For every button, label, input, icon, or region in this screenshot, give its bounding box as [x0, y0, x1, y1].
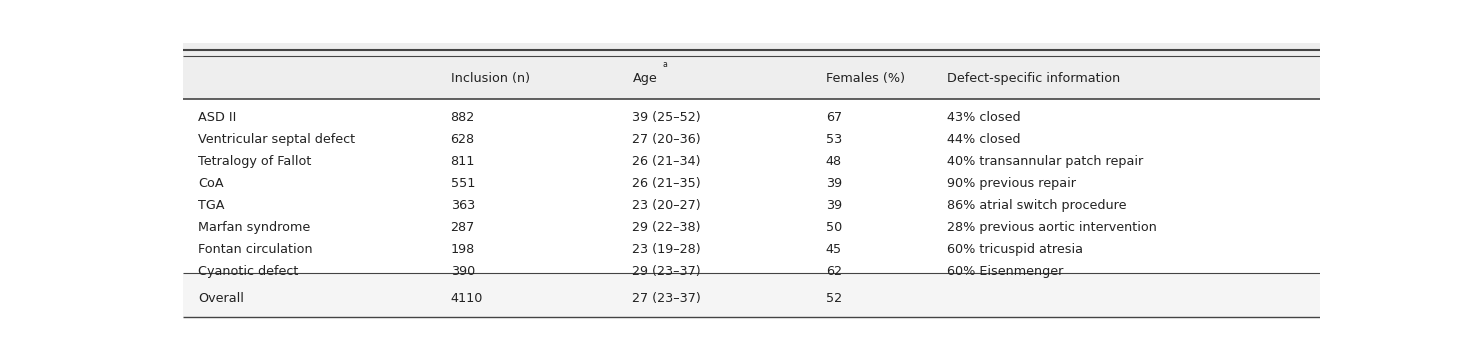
Text: 60% tricuspid atresia: 60% tricuspid atresia	[948, 243, 1084, 256]
Text: 48: 48	[826, 155, 842, 168]
Text: 28% previous aortic intervention: 28% previous aortic intervention	[948, 221, 1157, 234]
Text: 50: 50	[826, 221, 842, 234]
Text: 26 (21–34): 26 (21–34)	[632, 155, 701, 168]
Text: 390: 390	[450, 265, 475, 278]
Text: 53: 53	[826, 133, 842, 146]
Text: 86% atrial switch procedure: 86% atrial switch procedure	[948, 199, 1127, 212]
Text: Defect-specific information: Defect-specific information	[948, 72, 1121, 85]
Text: a: a	[662, 60, 667, 70]
Text: 287: 287	[450, 221, 475, 234]
Text: ASD II: ASD II	[198, 111, 236, 124]
Text: 29 (22–38): 29 (22–38)	[632, 221, 701, 234]
Text: CoA: CoA	[198, 177, 224, 190]
Text: 44% closed: 44% closed	[948, 133, 1021, 146]
Text: 27 (23–37): 27 (23–37)	[632, 292, 701, 305]
Text: Ventricular septal defect: Ventricular septal defect	[198, 133, 355, 146]
Text: Tetralogy of Fallot: Tetralogy of Fallot	[198, 155, 311, 168]
Text: 27 (20–36): 27 (20–36)	[632, 133, 701, 146]
Text: 62: 62	[826, 265, 842, 278]
Text: 363: 363	[450, 199, 475, 212]
Text: 39: 39	[826, 177, 842, 190]
Text: Cyanotic defect: Cyanotic defect	[198, 265, 298, 278]
Text: 39: 39	[826, 199, 842, 212]
Text: 4110: 4110	[450, 292, 483, 305]
Bar	[183, 43, 1320, 99]
Text: 90% previous repair: 90% previous repair	[948, 177, 1077, 190]
Text: 43% closed: 43% closed	[948, 111, 1021, 124]
Text: 811: 811	[450, 155, 475, 168]
Text: TGA: TGA	[198, 199, 224, 212]
Text: Marfan syndrome: Marfan syndrome	[198, 221, 311, 234]
Text: 23 (20–27): 23 (20–27)	[632, 199, 701, 212]
Text: 52: 52	[826, 292, 842, 305]
Text: Fontan circulation: Fontan circulation	[198, 243, 312, 256]
Text: 628: 628	[450, 133, 475, 146]
Text: 551: 551	[450, 177, 475, 190]
Text: 39 (25–52): 39 (25–52)	[632, 111, 701, 124]
Text: 67: 67	[826, 111, 842, 124]
Text: Females (%): Females (%)	[826, 72, 905, 85]
Text: Inclusion (n): Inclusion (n)	[450, 72, 530, 85]
Text: 60% Eisenmenger: 60% Eisenmenger	[948, 265, 1064, 278]
Bar	[183, 273, 1320, 317]
Text: 26 (21–35): 26 (21–35)	[632, 177, 701, 190]
Text: 198: 198	[450, 243, 475, 256]
Text: 882: 882	[450, 111, 475, 124]
Text: 45: 45	[826, 243, 842, 256]
Text: 29 (23–37): 29 (23–37)	[632, 265, 701, 278]
Text: 40% transannular patch repair: 40% transannular patch repair	[948, 155, 1144, 168]
Text: 23 (19–28): 23 (19–28)	[632, 243, 701, 256]
Text: Overall: Overall	[198, 292, 244, 305]
Text: Age: Age	[632, 72, 657, 85]
